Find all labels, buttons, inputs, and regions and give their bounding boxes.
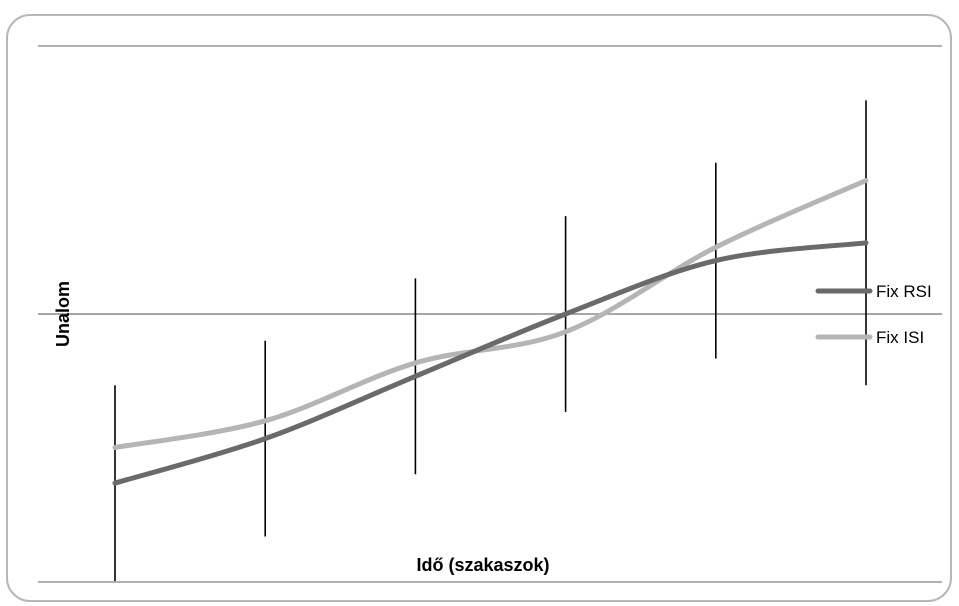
error-bars (114, 100, 867, 581)
legend-label-2: Fix ISI (876, 328, 924, 347)
series-lines (112, 178, 869, 486)
series-line-2 (112, 178, 869, 450)
x-axis-label: Idő (szakaszok) (416, 555, 549, 575)
series-line-1 (112, 240, 869, 486)
legend: Fix RSI Fix ISI (815, 282, 932, 347)
y-axis-label: Unalom (53, 281, 73, 347)
legend-label-1: Fix RSI (876, 282, 932, 301)
chart-frame (6, 14, 952, 602)
